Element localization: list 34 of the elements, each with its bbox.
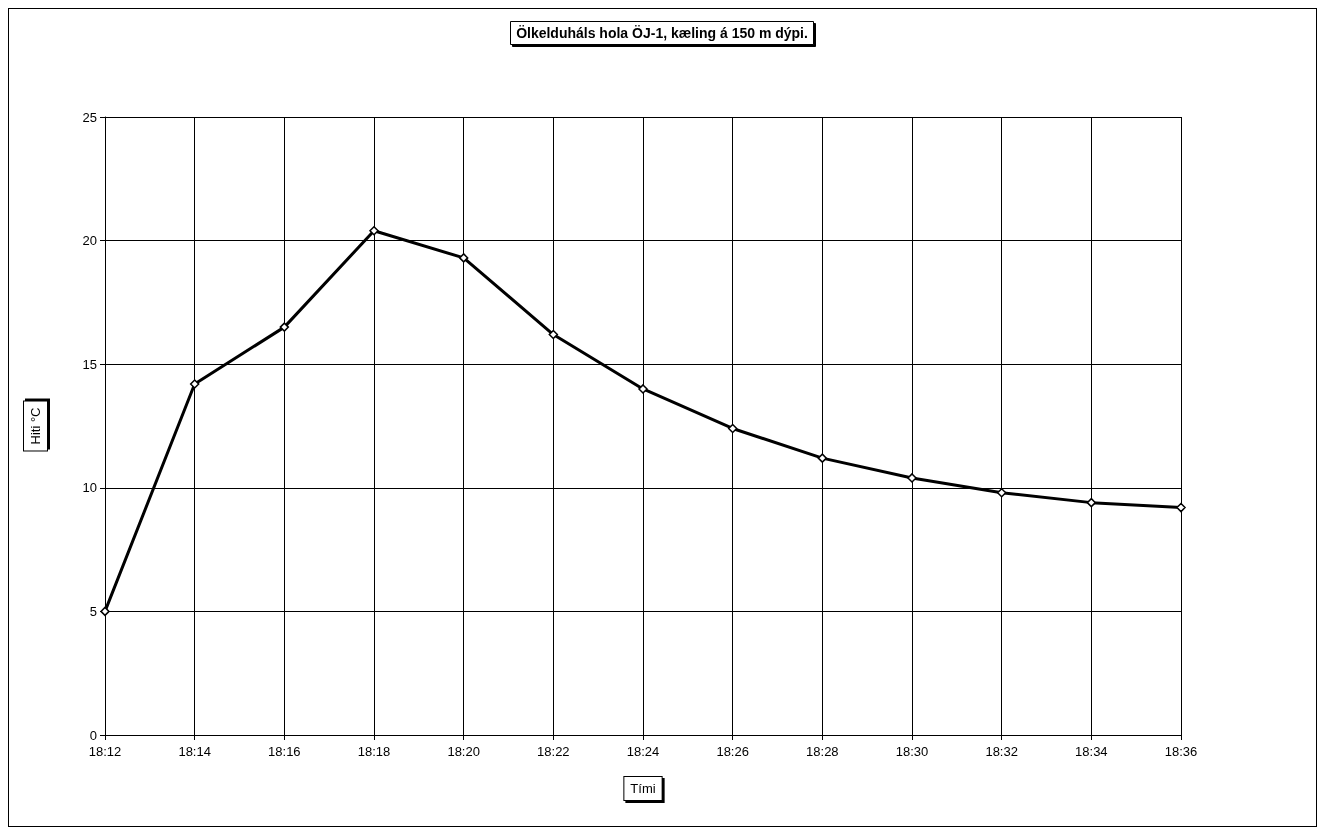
y-tick-label: 5 (89, 603, 97, 619)
point (100, 606, 110, 617)
y-tick-label: 0 (89, 727, 97, 743)
chart-title: Ölkelduháls hola ÖJ-1, kæling á 150 m dýpi. (516, 25, 808, 41)
y-tick-label: 10 (82, 480, 97, 496)
x-tick-label: 18:32 (985, 744, 1018, 759)
point (189, 379, 200, 389)
point (817, 453, 828, 463)
point (727, 423, 738, 434)
x-tick-label: 18:26 (716, 744, 749, 759)
point (458, 253, 469, 263)
point (279, 322, 290, 332)
point (1176, 502, 1186, 513)
y-tick-label: 15 (82, 356, 97, 372)
x-tick-label: 18:20 (447, 744, 480, 759)
point (548, 329, 559, 340)
point (638, 384, 648, 394)
x-tick-label: 18:12 (88, 744, 122, 759)
y-axis-title: Hiti °C (28, 407, 43, 445)
x-tick-label: 18:22 (537, 744, 570, 759)
x-tick-label: 18:16 (268, 744, 301, 759)
x-tick-label: 18:24 (626, 744, 660, 759)
x-tick-label: 18:14 (178, 744, 211, 759)
x-axis-title: Tími (630, 781, 656, 796)
x-tick-label: 18:34 (1075, 744, 1108, 759)
x-tick-label: 18:18 (357, 744, 391, 759)
x-tick-label: 18:30 (895, 744, 929, 759)
point (369, 225, 379, 236)
x-tick-label: 18:36 (1164, 744, 1198, 759)
x-tick-label: 18:28 (806, 744, 839, 759)
y-tick-label: 25 (82, 109, 97, 125)
y-tick-label: 20 (82, 233, 97, 249)
point (907, 473, 917, 483)
point (1086, 497, 1097, 508)
